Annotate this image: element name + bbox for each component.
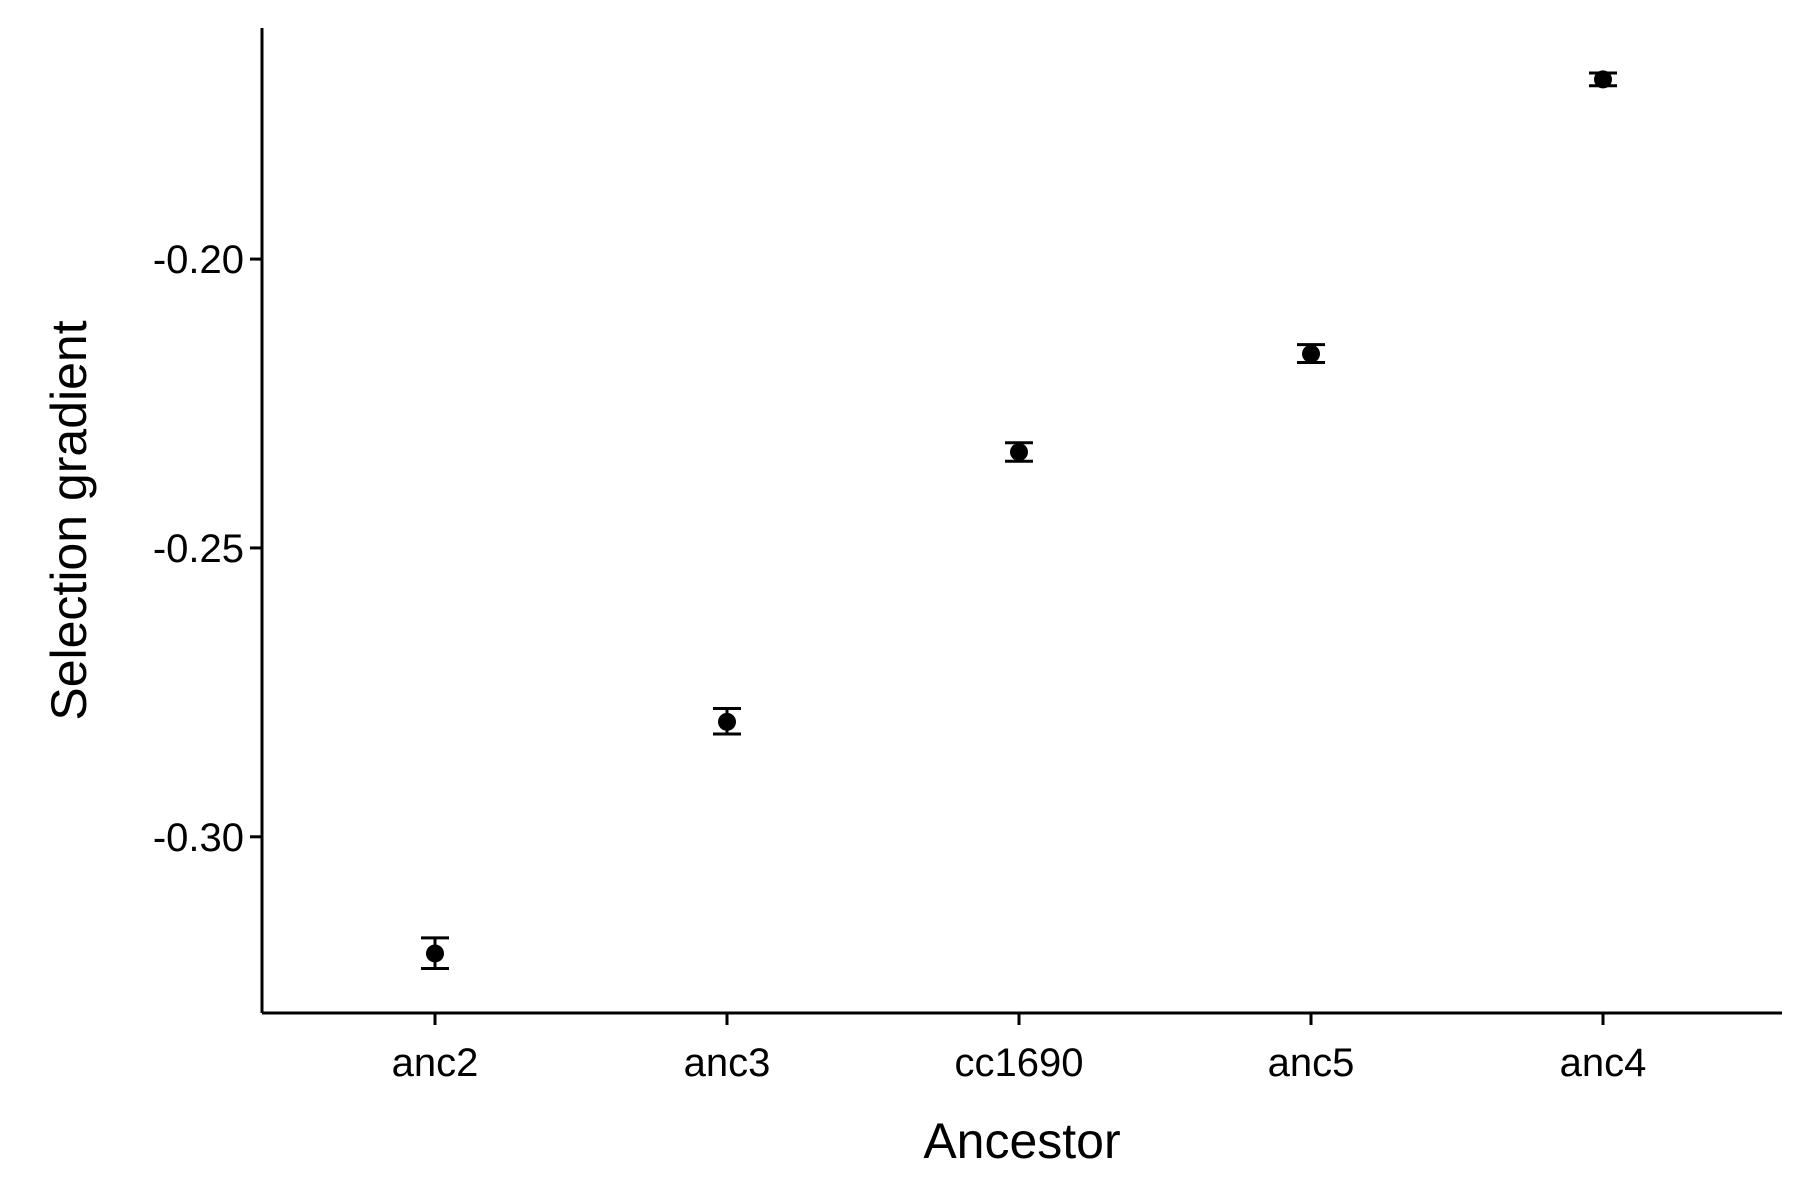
data-point: [426, 944, 444, 963]
y-tick-label: -0.20: [153, 238, 244, 282]
data-marks: [421, 70, 1617, 971]
y-tick-label: -0.30: [153, 816, 244, 860]
x-tick-label: anc3: [684, 1041, 771, 1085]
data-point: [1302, 344, 1320, 363]
y-axis-title: Selection gradient: [41, 320, 97, 720]
x-axis-title: Ancestor: [923, 1113, 1120, 1169]
y-axis-ticks: -0.30 -0.25 -0.20: [153, 238, 262, 860]
x-axis-ticks: anc2 anc3 cc1690 anc5 anc4: [392, 1013, 1647, 1085]
data-point: [718, 712, 736, 731]
x-tick-label: cc1690: [955, 1041, 1084, 1085]
x-tick-label: anc5: [1268, 1041, 1355, 1085]
data-point: [1594, 70, 1612, 89]
y-tick-label: -0.25: [153, 527, 244, 571]
x-tick-label: anc2: [392, 1041, 479, 1085]
data-point: [1010, 443, 1028, 462]
x-tick-label: anc4: [1560, 1041, 1647, 1085]
